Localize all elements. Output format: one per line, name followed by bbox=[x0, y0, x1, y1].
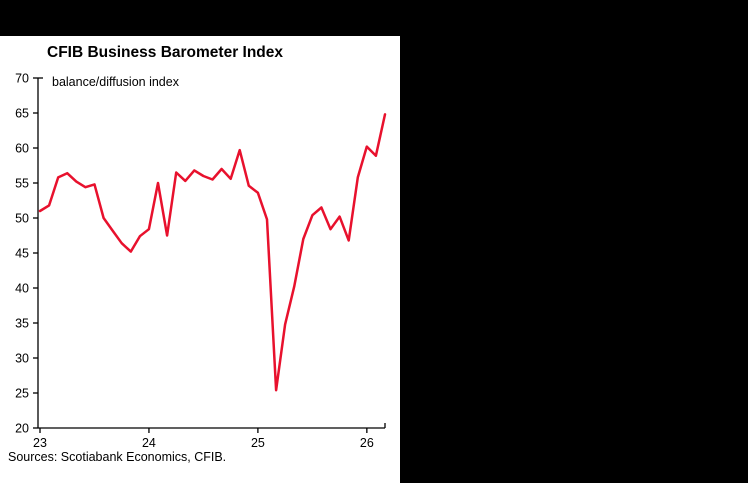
right-black-panel bbox=[400, 36, 748, 483]
y-tick-label: 35 bbox=[15, 316, 29, 330]
y-tick-label: 30 bbox=[15, 351, 29, 365]
index-line-series bbox=[38, 113, 387, 392]
x-tick-label: 25 bbox=[251, 436, 265, 450]
y-tick-label: 40 bbox=[15, 281, 29, 295]
y-tick-label: 55 bbox=[15, 176, 29, 190]
line-chart: 70 65 60 55 50 45 40 35 30 25 20 23 24 25 26 bbox=[15, 71, 387, 450]
source-note: Sources: Scotiabank Economics, CFIB. bbox=[8, 450, 227, 464]
y-tick-label: 45 bbox=[15, 246, 29, 260]
y-tick-label: 60 bbox=[15, 141, 29, 155]
x-tick-label: 26 bbox=[360, 436, 374, 450]
y-tick-label: 70 bbox=[15, 71, 29, 85]
y-tick-label: 65 bbox=[15, 106, 29, 120]
y-tick-label: 20 bbox=[15, 421, 29, 435]
y-tick-label: 25 bbox=[15, 386, 29, 400]
chart-panel: 70 65 60 55 50 45 40 35 30 25 20 23 24 25 26 CFIB Busi… bbox=[0, 36, 400, 483]
x-tick-label: 23 bbox=[33, 436, 47, 450]
top-black-bar bbox=[0, 0, 748, 36]
y-tick-label: 50 bbox=[15, 211, 29, 225]
chart-title: CFIB Business Barometer Index bbox=[47, 44, 284, 61]
x-tick-label: 24 bbox=[142, 436, 156, 450]
chart-subtitle: balance/diffusion index bbox=[52, 75, 179, 89]
